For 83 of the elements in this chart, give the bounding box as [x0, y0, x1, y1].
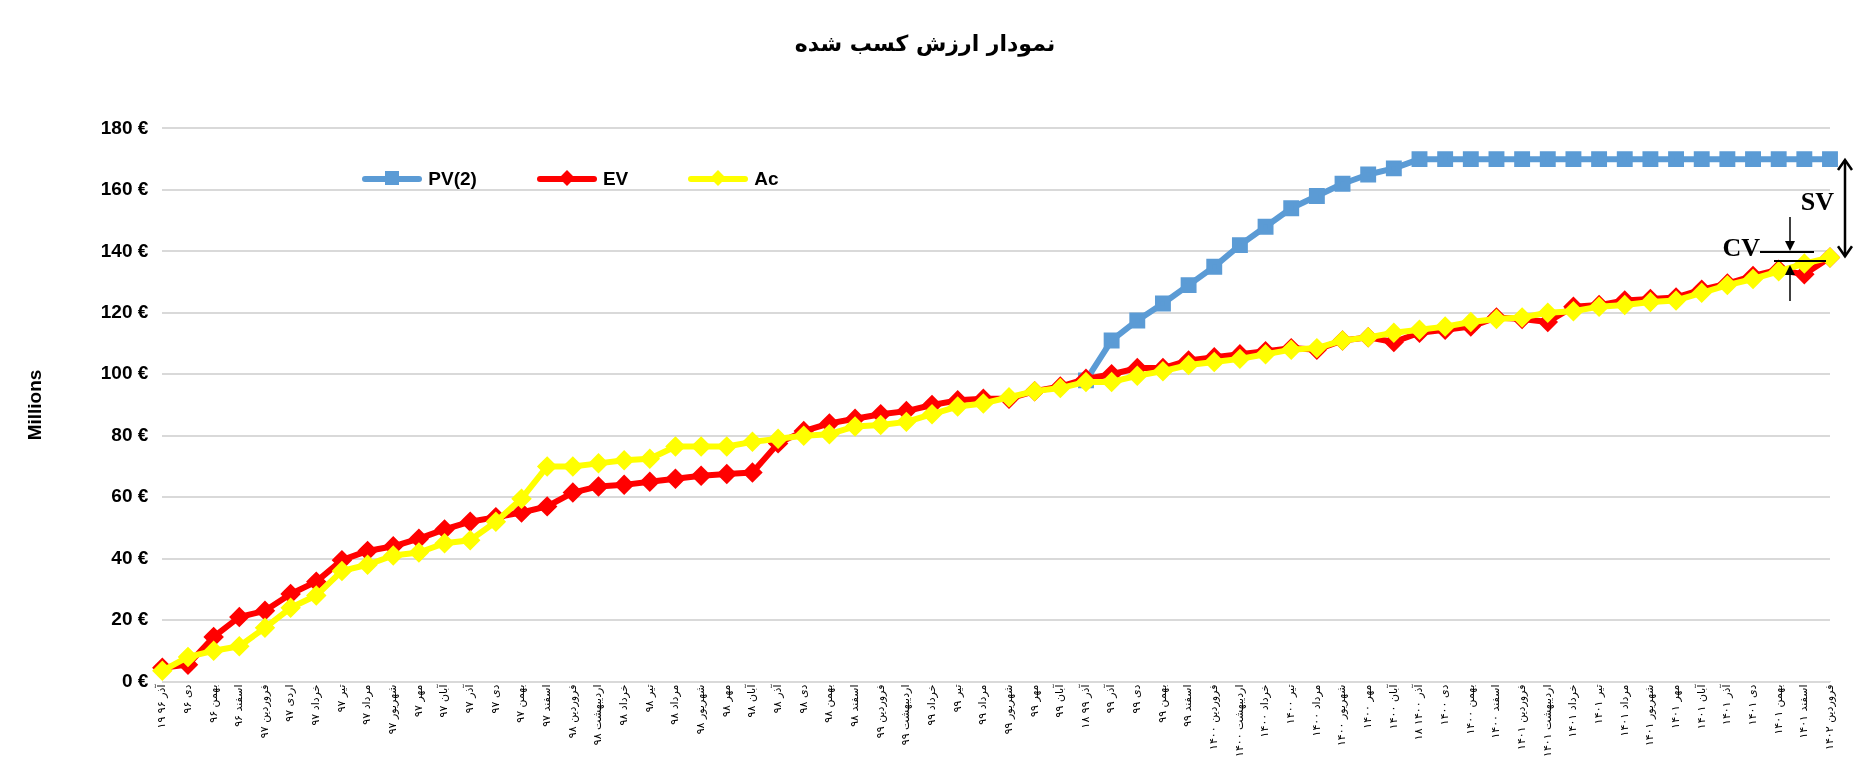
legend-label: PV(2): [428, 168, 477, 191]
x-tick-label: بهمن ۹۶: [206, 684, 220, 723]
x-tick-label: دی ۱۴۰۰: [1438, 684, 1452, 726]
x-tick-label: دی ۹۹: [1130, 684, 1144, 714]
x-tick-label: آبان ۹۷: [436, 683, 451, 718]
x-tick-label: مرداد ۹۹: [976, 684, 990, 725]
x-tick-label: مرداد ۹۸: [668, 684, 682, 725]
x-tick-label: مهر ۱۴۰۰: [1361, 684, 1375, 729]
x-tick-label: فروردین ۹۹: [873, 684, 887, 739]
x-tick-label: تیر ۹۷: [334, 684, 348, 713]
x-tick-label: مرداد ۱۴۰۰: [1309, 684, 1323, 737]
x-tick-label: ۱۸ آذر ۹۹: [1077, 683, 1092, 729]
x-tick-label: اسفند ۹۸: [847, 684, 861, 727]
x-tick-label: شهریور ۱۴۰۱: [1643, 684, 1657, 747]
x-tick-label: خرداد ۹۸: [617, 684, 631, 726]
x-tick-label: مرداد ۱۴۰۱: [1617, 684, 1631, 737]
x-tick-label: دی ۹۸: [796, 684, 810, 714]
y-tick-label: 180 €: [100, 116, 149, 138]
legend-label: EV: [602, 168, 629, 191]
x-tick-label: آبان ۱۴۰۱: [1693, 683, 1708, 730]
x-tick-label: بهمن ۹۹: [1155, 684, 1169, 723]
x-tick-label: اسفند ۹۶: [232, 684, 246, 727]
x-tick-label: تیر ۱۴۰۰: [1284, 684, 1298, 725]
legend-label: Ac: [754, 168, 779, 191]
x-tick-label: مهر ۹۹: [1027, 684, 1041, 717]
x-tick-label: بهمن ۹۷: [514, 684, 528, 723]
x-tick-label: مهر ۹۸: [719, 684, 733, 717]
x-tick-label: دی ۹۷: [488, 684, 502, 714]
x-tick-label: شهریور ۹۸: [693, 684, 707, 735]
x-tick-label: اردیبهشت ۱۴۰۰: [1232, 684, 1246, 758]
x-tick-label: آبان ۱۴۰۰: [1385, 683, 1400, 730]
x-tick-label: اردی ۹۷: [283, 684, 297, 722]
x-tick-label: شهریور ۱۴۰۰: [1335, 684, 1349, 747]
x-tick-label: فروردین ۹۸: [565, 684, 579, 739]
x-tick-label: بهمن ۱۴۰۱: [1771, 684, 1785, 735]
x-tick-label: فروردین ۱۴۰۲: [1822, 684, 1836, 750]
x-tick-label: آذر ۹۷: [462, 683, 477, 714]
y-tick-label: 100 €: [100, 362, 149, 384]
x-tick-label: اسفند ۱۴۰۱: [1797, 684, 1811, 739]
x-tick-label: خرداد ۱۴۰۱: [1566, 684, 1580, 738]
x-tick-label: مهر ۹۷: [411, 684, 425, 717]
x-tick-label: شهریور ۹۷: [386, 684, 400, 735]
annotation: CV: [1722, 233, 1761, 263]
x-tick-label: دی ۱۴۰۱: [1745, 684, 1759, 726]
x-tick-label: مهر ۱۴۰۱: [1668, 684, 1682, 729]
x-tick-label: بهمن ۹۸: [822, 684, 836, 723]
x-tick-label: فروردین ۱۴۰۱: [1514, 684, 1528, 750]
x-tick-label: خرداد ۱۴۰۰: [1258, 684, 1272, 738]
x-tick-label: خرداد ۹۷: [309, 684, 323, 726]
x-tick-label: شهریور ۹۹: [1001, 684, 1015, 735]
x-tick-label: آبان ۹۸: [744, 683, 759, 718]
x-tick-label: فروردین ۱۴۰۰: [1207, 684, 1221, 750]
x-tick-label: ۱۸ آذر ۱۴۰۰: [1411, 683, 1426, 741]
x-tick-label: آذر ۹۸: [769, 683, 784, 714]
x-tick-label: فروردین ۹۷: [257, 684, 271, 739]
x-tick-label: تیر ۹۸: [642, 684, 656, 713]
x-tick-label: اسفند ۱۴۰۰: [1489, 684, 1503, 739]
x-tick-label: اردیبهشت ۱۴۰۱: [1540, 684, 1554, 758]
y-tick-label: 60 €: [111, 485, 149, 507]
x-tick-label: دی ۹۶: [180, 684, 194, 714]
y-tick-label: 140 €: [100, 239, 149, 261]
x-tick-label: اسفند ۹۷: [540, 684, 554, 727]
x-tick-label: خرداد ۹۹: [924, 684, 938, 726]
x-tick-label: اسفند ۹۹: [1181, 684, 1195, 727]
x-tick-label: اردیبهشت ۹۸: [591, 684, 605, 746]
annotation: SV: [1800, 187, 1835, 217]
y-axis-title: Millions: [23, 369, 45, 441]
y-tick-label: 0 €: [121, 669, 149, 691]
x-tick-label: بهمن ۱۴۰۰: [1463, 684, 1477, 735]
x-tick-label: آبان ۹۹: [1052, 683, 1067, 718]
y-tick-label: 80 €: [111, 423, 149, 445]
x-tick-label: تیر ۱۴۰۱: [1591, 684, 1605, 725]
y-tick-label: 40 €: [111, 546, 149, 568]
x-tick-label: مرداد ۹۷: [360, 684, 374, 725]
chart-title: نمودار ارزش کسب شده: [794, 30, 1056, 57]
x-tick-label: ۱۹ آذر ۹۶: [154, 683, 169, 729]
x-tick-label: آذر ۹۹: [1103, 683, 1118, 714]
y-tick-label: 160 €: [100, 178, 149, 200]
x-tick-label: آذر ۱۴۰۱: [1719, 683, 1734, 725]
y-tick-label: 20 €: [111, 608, 149, 630]
x-tick-label: اردیبهشت ۹۹: [899, 684, 913, 746]
x-tick-label: تیر ۹۹: [950, 684, 964, 713]
y-tick-label: 120 €: [100, 301, 149, 323]
